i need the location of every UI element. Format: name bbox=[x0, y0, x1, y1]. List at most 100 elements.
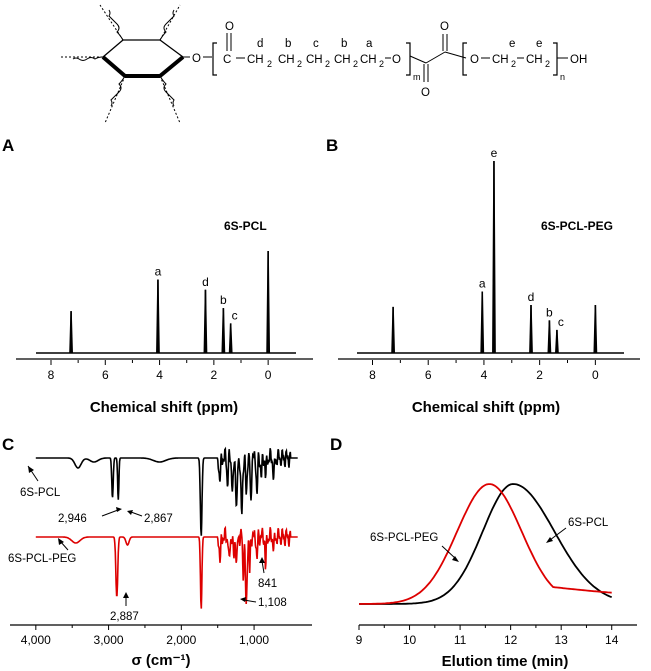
annotation-2867: 2,867 bbox=[144, 513, 173, 525]
panel-letter-d: D bbox=[330, 435, 342, 454]
ch2-a-sub: 2 bbox=[379, 59, 384, 69]
sample-name-a: 6S-PCL bbox=[224, 219, 267, 233]
series-label-6s-pcl-peg: 6S-PCL-PEG bbox=[8, 553, 76, 565]
x-tick-label: 10 bbox=[403, 633, 417, 647]
ch2-b1: CH bbox=[278, 54, 295, 66]
cyclohexane-ring bbox=[60, 4, 190, 124]
proton-label-b1: b bbox=[285, 38, 291, 50]
x-tick-label: 0 bbox=[265, 368, 272, 382]
ch2-e2: CH bbox=[526, 54, 543, 66]
ch2-b2: CH bbox=[334, 54, 351, 66]
peak-labels-b: a e dbc bbox=[479, 146, 564, 329]
annotation-2946: 2,946 bbox=[58, 513, 87, 525]
x-axis-title-c: σ (cm⁻¹) bbox=[131, 652, 190, 669]
panel-letter-a: A bbox=[2, 136, 14, 155]
annotation-2887: 2,887 bbox=[110, 611, 139, 623]
sample-name-b: 6S-PCL-PEG bbox=[541, 219, 613, 233]
panel-letter-b: B bbox=[326, 136, 338, 155]
carbonyl-oxygen: O bbox=[225, 21, 234, 33]
series-label-6s-pcl: 6S-PCL bbox=[20, 487, 61, 499]
annotation-1108: 1,108 bbox=[258, 597, 287, 609]
carbonyl-carbon: C bbox=[223, 54, 231, 66]
ftir-trace-6s-pcl-peg bbox=[35, 525, 298, 609]
peak-labels-a: a dbc bbox=[155, 265, 238, 323]
x-tick-label: 12 bbox=[504, 633, 518, 647]
ch2-e1: CH bbox=[492, 54, 509, 66]
x-tick-label: 2 bbox=[211, 368, 218, 382]
x-tick-label: 14 bbox=[605, 633, 619, 647]
ch2-c-sub: 2 bbox=[325, 59, 330, 69]
pcl-bracket-right bbox=[406, 42, 411, 76]
x-tick-label: 6 bbox=[425, 368, 432, 382]
peak-label-d: d bbox=[202, 275, 209, 289]
x-ticks-d: 9 10 11 12 13 14 bbox=[356, 625, 619, 647]
x-tick-label: 0 bbox=[592, 368, 599, 382]
nmr-trace-a bbox=[36, 250, 296, 354]
peak-label-e: e bbox=[491, 146, 498, 160]
gpc-label-6s-pcl: 6S-PCL bbox=[568, 517, 609, 529]
panel-letter-c: C bbox=[2, 435, 14, 454]
x-tick-label: 8 bbox=[48, 368, 55, 382]
ch2-e2-sub: 2 bbox=[545, 59, 550, 69]
gpc-elution-curves: 9 10 11 12 13 14 6S-PCL-PEG 6S-PCL Elution ti… bbox=[356, 483, 637, 670]
annotation-841: 841 bbox=[258, 578, 277, 590]
x-ticks-a: 8 6 4 2 0 bbox=[48, 360, 272, 382]
oxalyl-oxygen-lower: O bbox=[421, 87, 430, 99]
proton-label-b2: b bbox=[341, 38, 347, 50]
peak-label-b: b bbox=[220, 293, 227, 307]
peak-label-a: a bbox=[155, 265, 162, 279]
nmr-spectrum-6s-pcl-peg: 8 6 4 2 0 a e dbc 6S-PCL-PEG Chemical shift (p… bbox=[338, 146, 640, 416]
gpc-trace-6s-pcl bbox=[359, 483, 613, 605]
peg-oxygen: O bbox=[470, 54, 479, 66]
ch2-d: CH bbox=[247, 54, 264, 66]
nmr-trace-b bbox=[357, 160, 624, 354]
ring-oxygen: O bbox=[192, 53, 201, 65]
x-axis-title-b: Chemical shift (ppm) bbox=[412, 399, 560, 416]
proton-label-a: a bbox=[366, 38, 373, 50]
repeat-n: n bbox=[560, 72, 565, 82]
repeat-m: m bbox=[413, 72, 421, 82]
x-tick-label: 13 bbox=[555, 633, 569, 647]
ch2-b2-sub: 2 bbox=[353, 59, 358, 69]
x-tick-label: 3,000 bbox=[94, 633, 124, 647]
x-axis-title-a: Chemical shift (ppm) bbox=[90, 399, 238, 416]
x-tick-label: 6 bbox=[102, 368, 109, 382]
peak-label-d: d bbox=[528, 290, 535, 304]
ch2-a: CH bbox=[360, 54, 377, 66]
x-tick-label: 11 bbox=[454, 633, 467, 647]
peak-label-c: c bbox=[232, 308, 238, 322]
x-axis-title-d: Elution time (min) bbox=[442, 653, 569, 670]
x-tick-label: 8 bbox=[369, 368, 376, 382]
ftir-spectra: 4,000 3,000 2,000 1,000 6S-PCL 6S-PCL-PEG 2… bbox=[8, 446, 312, 669]
terminal-hydroxyl: OH bbox=[570, 54, 587, 66]
ftir-trace-6s-pcl bbox=[35, 446, 298, 536]
ester-oxygen: O bbox=[392, 54, 401, 66]
peg-bracket-left bbox=[462, 42, 467, 76]
peak-label-b: b bbox=[546, 305, 553, 319]
ch2-c: CH bbox=[306, 54, 323, 66]
x-tick-label: 4,000 bbox=[21, 633, 51, 647]
ch2-e1-sub: 2 bbox=[511, 59, 516, 69]
x-tick-label: 2 bbox=[536, 368, 543, 382]
chemical-structure: O O C CH 2 d CH 2 b CH 2 c CH 2 b CH 2 a… bbox=[60, 4, 587, 124]
gpc-trace-6s-pcl-peg bbox=[359, 483, 612, 605]
ch2-d-sub: 2 bbox=[267, 59, 272, 69]
proton-label-e2: e bbox=[536, 38, 542, 50]
nmr-spectrum-6s-pcl: 8 6 4 2 0 a dbc 6S-PCL Chemical shift (ppm) bbox=[16, 219, 313, 416]
x-tick-label: 4 bbox=[156, 368, 163, 382]
ch2-b1-sub: 2 bbox=[297, 59, 302, 69]
proton-label-c: c bbox=[313, 38, 319, 50]
proton-label-d: d bbox=[257, 38, 263, 50]
x-ticks-c: 4,000 3,000 2,000 1,000 bbox=[21, 625, 269, 647]
x-tick-label: 1,000 bbox=[239, 633, 269, 647]
x-tick-label: 2,000 bbox=[166, 633, 196, 647]
x-ticks-b: 8 6 4 2 0 bbox=[369, 360, 599, 382]
proton-label-e1: e bbox=[509, 38, 515, 50]
peg-bracket-right bbox=[553, 42, 558, 76]
x-tick-label: 4 bbox=[481, 368, 488, 382]
x-tick-label: 9 bbox=[356, 633, 363, 647]
peak-label-a: a bbox=[479, 277, 486, 291]
oxalyl-oxygen-upper: O bbox=[440, 21, 449, 33]
